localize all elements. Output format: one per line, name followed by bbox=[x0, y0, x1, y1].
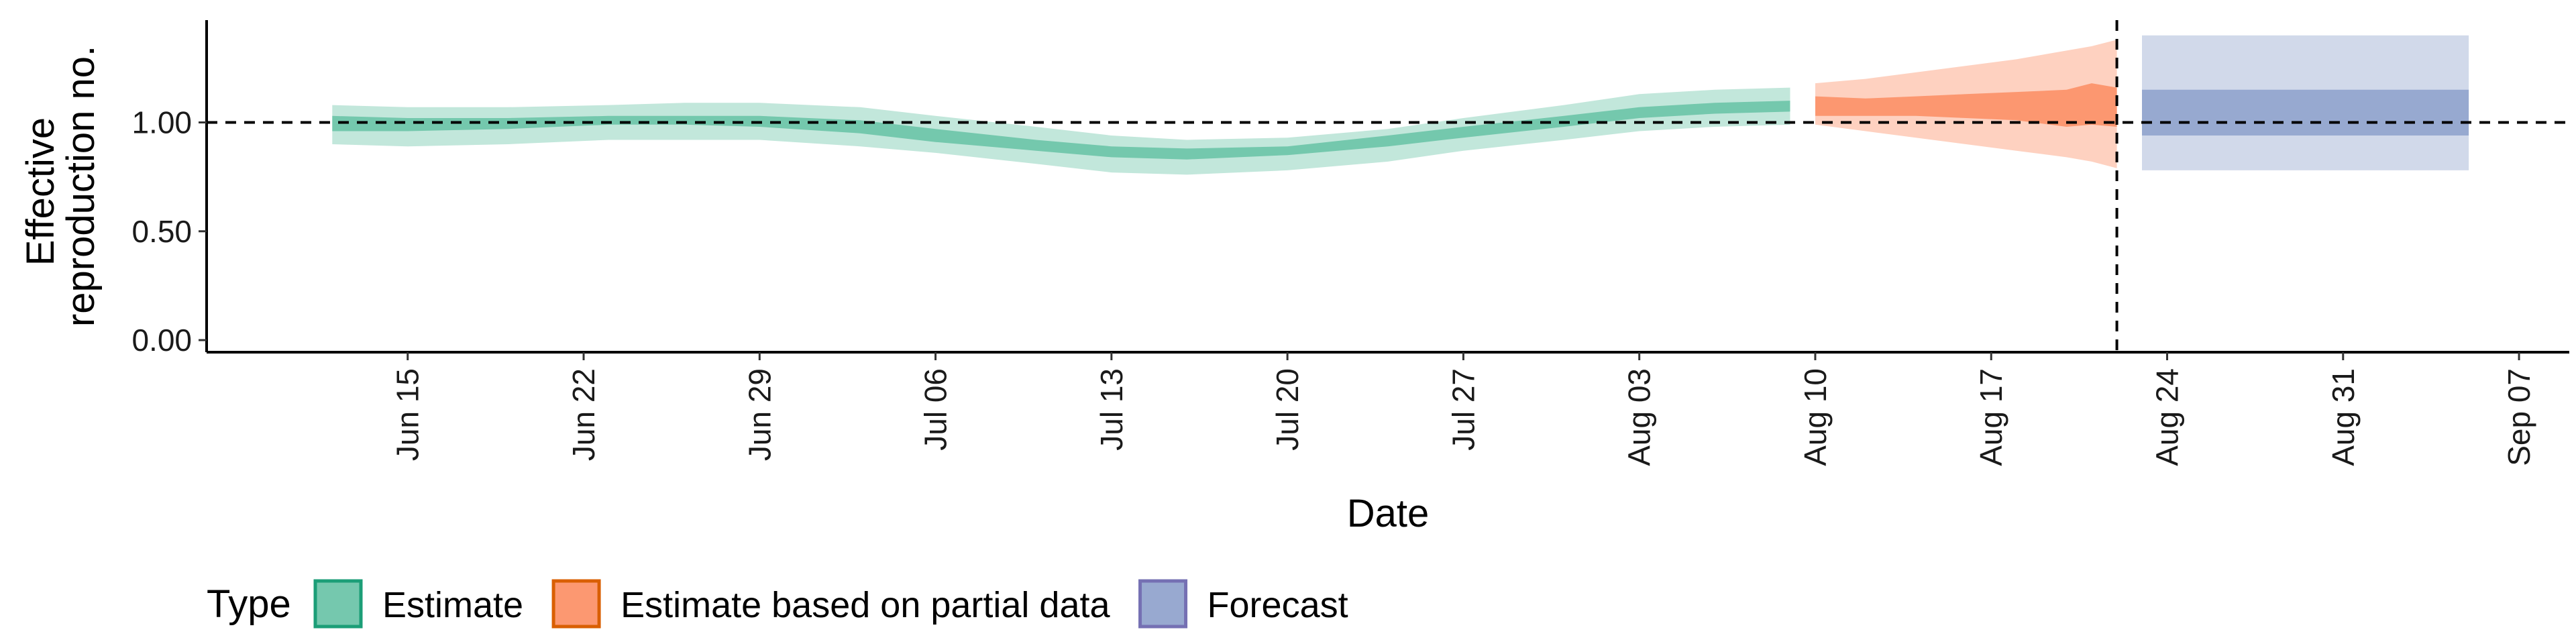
x-tick-label: Aug 31 bbox=[2326, 368, 2361, 466]
x-tick-label: Jun 15 bbox=[390, 368, 425, 461]
estimate-based-on-partial-data-inner-band bbox=[1815, 83, 2117, 127]
x-axis-title: Date bbox=[1347, 492, 1430, 535]
legend-swatch-estimate bbox=[313, 579, 363, 629]
x-tick-label: Jul 20 bbox=[1270, 368, 1305, 451]
y-tick-label: 0.50 bbox=[131, 214, 192, 249]
x-tick-label: Jun 22 bbox=[566, 368, 601, 461]
estimate-inner-band bbox=[332, 101, 1790, 160]
y-axis-title-line-1: Effective bbox=[19, 117, 62, 266]
x-tick-label: Aug 24 bbox=[2150, 368, 2185, 466]
legend-label-forecast: Forecast bbox=[1208, 585, 1348, 625]
legend-swatch-forecast bbox=[1138, 579, 1188, 629]
legend-swatch-estimate-based-on-partial-data bbox=[551, 579, 601, 629]
forecast-inner-band bbox=[2142, 89, 2469, 136]
legend-label-estimate: Estimate bbox=[382, 585, 523, 625]
y-tick-label: 1.00 bbox=[131, 105, 192, 140]
y-axis-ticks: 0.00 0.50 1.00 bbox=[131, 105, 207, 358]
x-tick-label: Aug 10 bbox=[1798, 368, 1833, 466]
x-tick-label: Jul 13 bbox=[1094, 368, 1129, 451]
y-tick-label: 0.00 bbox=[131, 323, 192, 358]
estimate-outer-band bbox=[332, 87, 1790, 175]
y-axis-title-line-2: reproduction no. bbox=[59, 46, 103, 327]
series-bands bbox=[332, 35, 2469, 175]
x-tick-label: Sep 07 bbox=[2502, 368, 2536, 466]
x-tick-label: Jun 29 bbox=[742, 368, 777, 461]
legend: Type Estimate Estimate based on partial d… bbox=[207, 579, 1348, 629]
x-tick-label: Aug 03 bbox=[1622, 368, 1657, 466]
x-tick-label: Aug 17 bbox=[1974, 368, 2008, 466]
x-tick-label: Jul 06 bbox=[918, 368, 953, 451]
y-axis-title: Effective reproduction no. bbox=[19, 46, 103, 327]
legend-label-estimate-based-on-partial-data: Estimate based on partial data bbox=[621, 585, 1110, 625]
legend-title: Type bbox=[207, 582, 291, 626]
x-axis-ticks: Jun 15 Jun 22 Jun 29 Jul 06 Jul 13 Jul 20 Jul … bbox=[390, 352, 2536, 466]
x-tick-label: Jul 27 bbox=[1446, 368, 1481, 451]
